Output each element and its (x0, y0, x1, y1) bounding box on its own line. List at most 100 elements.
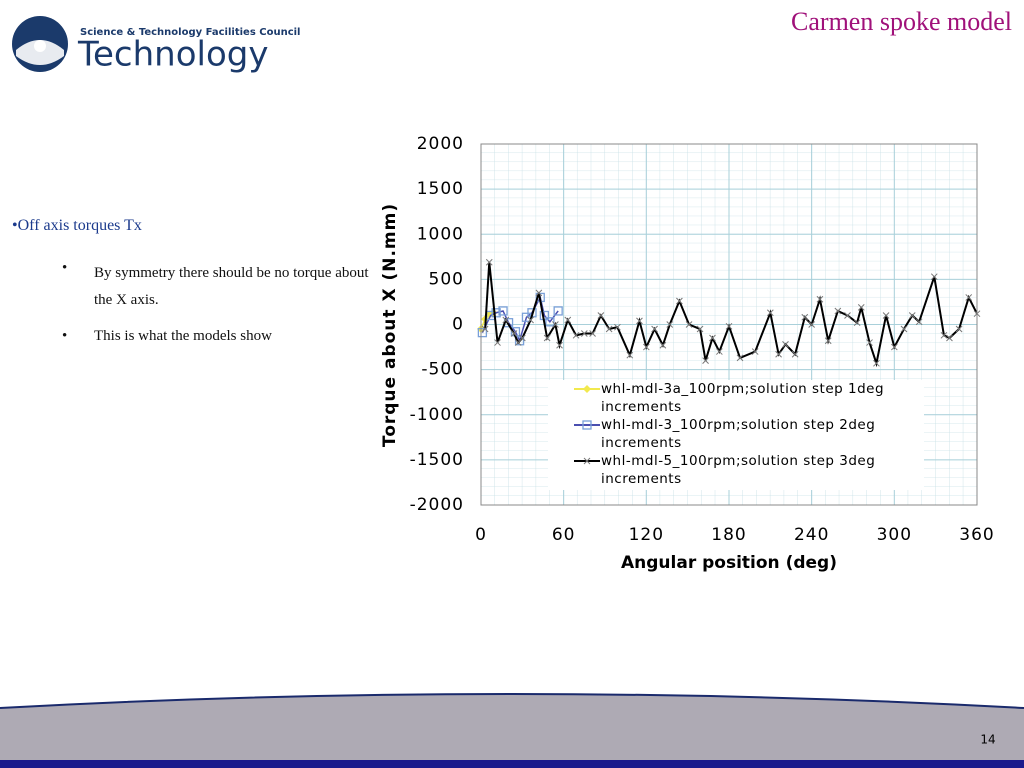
x-tick-label: 300 (877, 525, 912, 545)
x-tick-label: 120 (629, 525, 664, 545)
marker (857, 303, 865, 311)
marker (543, 334, 551, 342)
logo-line2: Technology (77, 35, 268, 75)
bullet-sub: By symmetry there should be no torque ab… (94, 265, 369, 308)
bullet-main: •Off axis torques Tx (12, 217, 142, 234)
marker (518, 334, 526, 342)
marker (582, 420, 592, 430)
plot-frame (480, 143, 978, 506)
x-tick-label: 180 (711, 525, 746, 545)
marker (477, 327, 488, 338)
marker (844, 312, 851, 319)
marker (636, 317, 643, 325)
marker (572, 331, 580, 339)
footer-curve (0, 693, 1024, 709)
footer-bar (0, 760, 1024, 768)
marker (491, 308, 501, 318)
marker (626, 351, 634, 359)
marker (659, 341, 667, 349)
page-number: 14 (980, 733, 995, 747)
legend-entry: whl-mdl-3_100rpm;solution step 2deg incr… (548, 416, 924, 452)
marker (716, 348, 723, 355)
marker (498, 306, 508, 316)
marker (552, 321, 559, 328)
legend-swatch (574, 457, 600, 465)
marker (882, 312, 890, 319)
marker (824, 337, 832, 345)
marker (816, 295, 824, 303)
y-tick-label: 0 (452, 315, 464, 335)
y-tick-label: 1500 (417, 179, 464, 199)
marker (651, 325, 658, 333)
marker (514, 336, 525, 346)
marker (736, 354, 744, 362)
marker (965, 294, 973, 301)
marker (642, 343, 650, 351)
marker (527, 316, 534, 324)
marker (751, 348, 759, 355)
marker (930, 273, 938, 281)
marker (955, 325, 963, 333)
x-tick-label: 360 (959, 525, 994, 545)
marker (696, 325, 704, 333)
marker (485, 258, 493, 266)
y-axis-label: Torque about X (N.mm) (380, 203, 400, 447)
marker (535, 289, 543, 297)
marker (725, 322, 733, 330)
legend-label: whl-mdl-3_100rpm;solution step 2deg incr… (601, 417, 876, 451)
marker (564, 316, 572, 324)
y-tick-label: -2000 (410, 495, 464, 515)
y-tick-label: -500 (421, 360, 464, 380)
marker (666, 321, 674, 328)
marker (502, 316, 510, 324)
marker (685, 321, 693, 328)
marker (775, 350, 782, 358)
marker (553, 306, 563, 316)
y-tick-label: 500 (429, 269, 464, 289)
marker (791, 350, 799, 358)
marker (890, 343, 898, 351)
slide-title: Carmen spoke model (791, 7, 1012, 36)
bullet-dot: • (62, 328, 68, 344)
legend-label: whl-mdl-3a_100rpm;solution step 1deg inc… (601, 381, 885, 415)
legend: whl-mdl-3a_100rpm;solution step 1deg inc… (548, 380, 924, 490)
marker (940, 331, 948, 339)
marker (676, 297, 683, 305)
x-axis-label: Angular position (deg) (621, 553, 837, 573)
marker (853, 319, 861, 327)
marker (900, 325, 908, 333)
marker (605, 325, 613, 333)
marker (702, 357, 709, 364)
y-tick-label: 1000 (417, 224, 464, 244)
marker (481, 325, 489, 333)
legend-swatch (574, 385, 600, 393)
x-tick-label: 60 (552, 525, 576, 545)
marker (583, 385, 591, 393)
marker (597, 312, 605, 319)
legend-swatch (574, 420, 600, 430)
marker (782, 341, 789, 348)
marker (873, 359, 880, 367)
marker (583, 457, 591, 465)
bullet-sub: This is what the models show (94, 328, 272, 344)
marker (915, 318, 923, 326)
y-tick-label: -1000 (410, 405, 464, 425)
marker (545, 317, 555, 327)
legend-entry: whl-mdl-3a_100rpm;solution step 1deg inc… (548, 380, 924, 416)
marker (766, 309, 774, 317)
bullet-dot: • (62, 260, 68, 276)
logo-line1: Science & Technology Facilities Council (80, 27, 300, 38)
marker (510, 330, 518, 337)
marker (801, 313, 809, 321)
marker (709, 334, 716, 342)
marker (834, 307, 842, 315)
marker (494, 339, 501, 346)
y-tick-label: 2000 (417, 134, 464, 154)
marker (614, 323, 621, 331)
legend-entry: whl-mdl-5_100rpm;solution step 3deg incr… (548, 452, 924, 488)
marker (589, 330, 596, 337)
marker (556, 341, 563, 349)
marker (808, 321, 816, 328)
